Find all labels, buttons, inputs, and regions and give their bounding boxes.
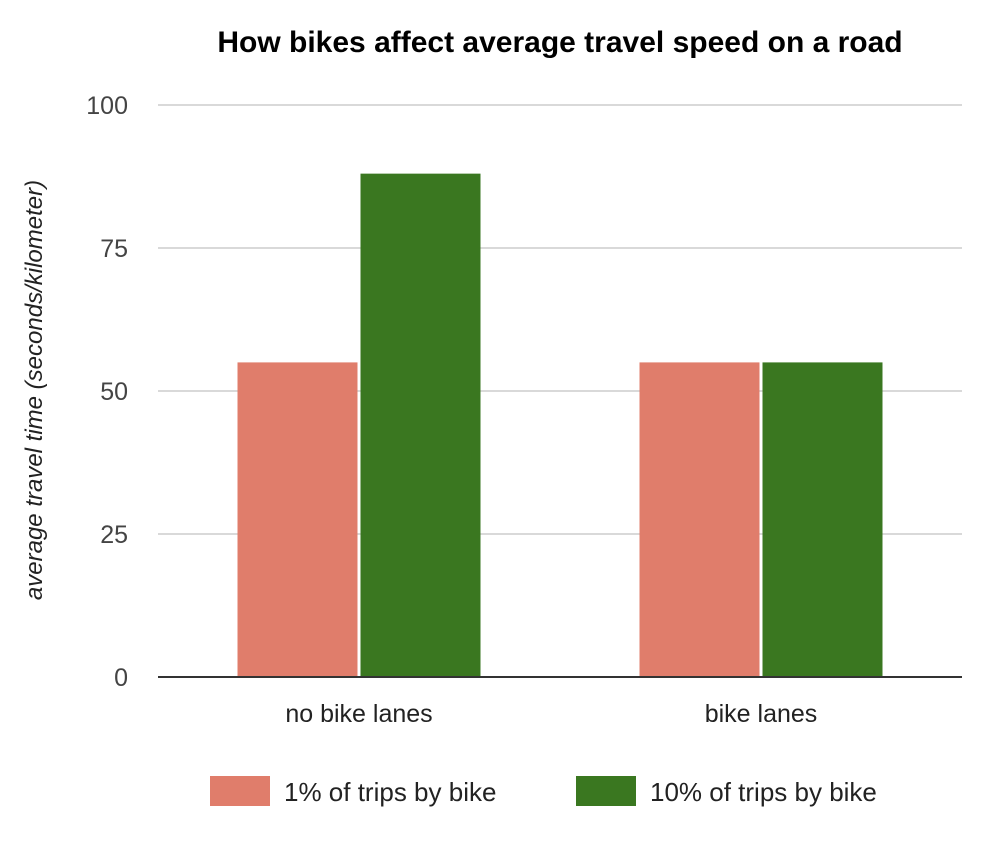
legend-swatch — [210, 776, 270, 806]
y-tick-label: 0 — [114, 664, 128, 692]
bar-one-percent-no-bike-lanes — [237, 362, 358, 677]
y-tick-label: 50 — [100, 378, 128, 406]
chart-title: How bikes affect average travel speed on… — [217, 26, 902, 59]
y-tick-label: 75 — [100, 235, 128, 263]
x-tick-label: bike lanes — [705, 700, 818, 728]
legend-swatch — [576, 776, 636, 806]
x-tick-label: no bike lanes — [285, 700, 432, 728]
legend: 1% of trips by bike 10% of trips by bike — [210, 776, 877, 807]
x-axis-ticks: no bike lanes bike lanes — [285, 700, 817, 728]
bar-ten-percent-no-bike-lanes — [360, 173, 481, 677]
y-tick-label: 100 — [86, 92, 128, 120]
bar-ten-percent-bike-lanes — [762, 362, 883, 677]
legend-label: 10% of trips by bike — [650, 777, 877, 807]
bars — [237, 173, 883, 677]
bar-one-percent-bike-lanes — [639, 362, 760, 677]
legend-label: 1% of trips by bike — [284, 777, 496, 807]
y-axis-ticks: 0 25 50 75 100 — [86, 92, 128, 692]
y-tick-label: 25 — [100, 521, 128, 549]
y-axis-label: average travel time (seconds/kilometer) — [21, 180, 48, 600]
